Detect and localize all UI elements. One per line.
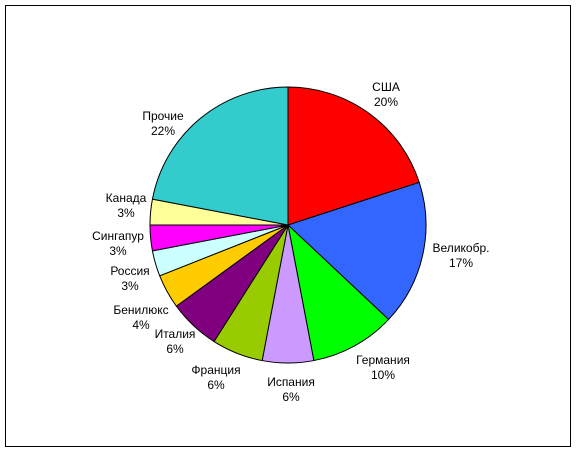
slice-category-label: США	[372, 80, 400, 94]
slice-percent-label: 6%	[207, 378, 225, 392]
slice-category-label: Россия	[110, 264, 149, 278]
slice-percent-label: 10%	[371, 368, 395, 382]
slice-category-label: Франция	[191, 363, 240, 377]
slice-percent-label: 22%	[151, 124, 175, 138]
pie-slice	[287, 86, 420, 226]
slice-category-label: Прочие	[142, 109, 184, 123]
slice-percent-label: 20%	[374, 95, 398, 109]
slice-category-label: Сингапур	[92, 229, 144, 243]
slice-percent-label: 3%	[109, 244, 127, 258]
slice-category-label: Испания	[267, 375, 315, 389]
slice-category-label: Канада	[106, 191, 147, 205]
slice-percent-label: 3%	[121, 279, 139, 293]
slice-label: Великобр.17%	[433, 241, 490, 270]
slice-percent-label: 17%	[449, 256, 473, 270]
pie-slice	[151, 86, 289, 226]
slice-category-label: Германия	[356, 353, 410, 367]
slice-category-label: Великобр.	[433, 241, 490, 255]
pie-labels: США20%Великобр.17%Германия10%Испания6%Фр…	[92, 80, 489, 404]
slice-percent-label: 4%	[132, 318, 150, 332]
pie-slice	[287, 224, 390, 362]
slice-category-label: Бенилюкс	[113, 303, 168, 317]
slice-percent-label: 3%	[117, 206, 135, 220]
pie-slice	[287, 181, 427, 320]
slice-category-label: Италия	[155, 327, 196, 341]
pie-slices	[149, 86, 427, 364]
slice-percent-label: 6%	[166, 342, 184, 356]
slice-percent-label: 6%	[282, 390, 300, 404]
